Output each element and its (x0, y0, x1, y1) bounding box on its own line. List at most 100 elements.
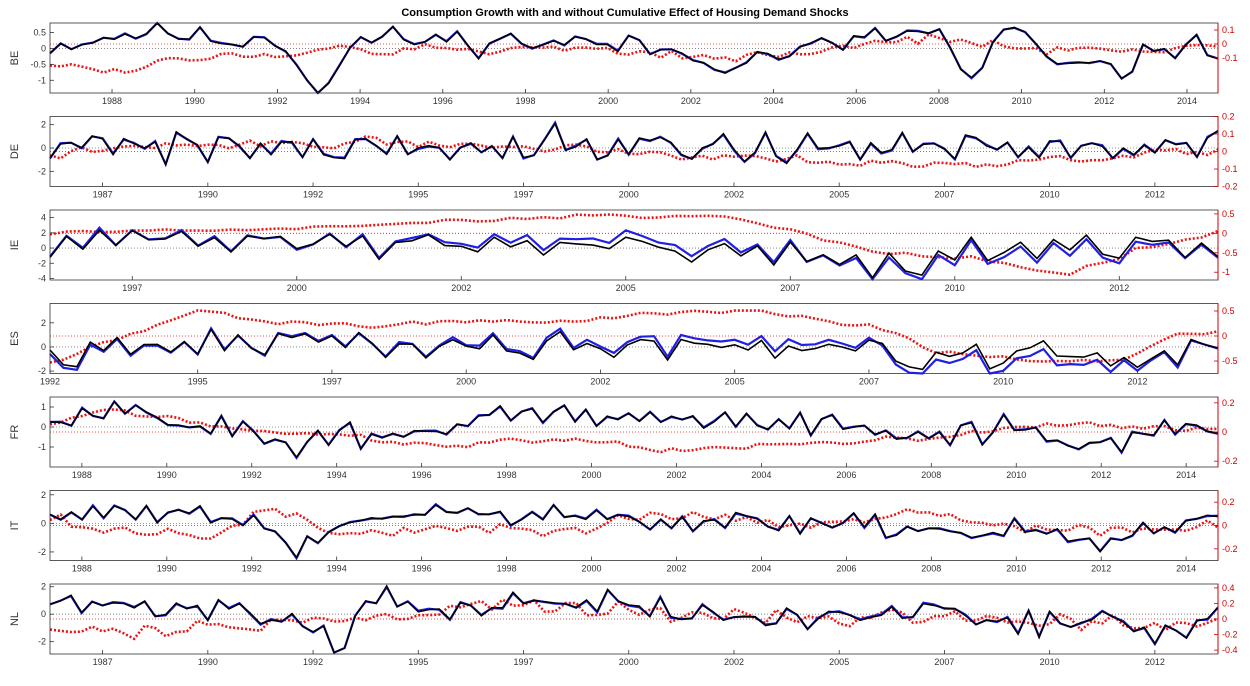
xtick-label: 1996 (412, 470, 432, 480)
xtick-label: 2002 (724, 190, 744, 200)
xtick-label: 2004 (751, 470, 771, 480)
chart-title: Consumption Growth with and without Cumu… (401, 7, 848, 19)
ytick-right-label: 0.1 (1222, 25, 1235, 35)
xtick-label: 1997 (122, 283, 142, 293)
ytick-label: 0 (41, 243, 46, 253)
ytick-right-label: -0.2 (1222, 544, 1238, 554)
ytick-label: 2 (41, 120, 46, 130)
ylabel-fr: FR (9, 425, 21, 440)
series-black-de (49, 121, 1219, 167)
xtick-label: 2010 (1040, 190, 1060, 200)
ytick-right-label: -0.5 (1222, 248, 1238, 258)
ytick-right-label: 0.4 (1222, 583, 1235, 593)
ytick-label: -2 (38, 637, 46, 647)
xtick-label: 2004 (751, 564, 771, 574)
plot-frame (49, 490, 1219, 561)
xtick-label: 2000 (582, 470, 602, 480)
series-black-nl (49, 584, 1219, 654)
ytick-label: 2 (41, 582, 46, 592)
xtick-label: 2005 (829, 657, 849, 667)
xtick-label: 2002 (666, 564, 686, 574)
ylabel-it: IT (9, 520, 21, 530)
xtick-label: 1998 (497, 564, 517, 574)
xtick-label: 1992 (242, 470, 262, 480)
ytick-right-label: -0.5 (1222, 356, 1238, 366)
ytick-right-label: 0 (1222, 39, 1227, 49)
xtick-label: 2005 (616, 283, 636, 293)
series-red-es (49, 309, 1219, 364)
panel-be: -1 -0.5 0 0.5 -0.1 0 0.1 1988 1990 1992 1994 1996 19… (9, 21, 1238, 106)
ytick-label: 4 (41, 213, 46, 223)
series-black-fr (49, 400, 1219, 459)
ytick-label: 0.5 (33, 28, 46, 38)
xtick-label: 1994 (350, 96, 370, 106)
xtick-label: 1997 (322, 377, 342, 387)
ytick-right-label: -0.2 (1222, 630, 1238, 640)
ylabel-ie: IE (9, 240, 21, 250)
ytick-label: -2 (38, 258, 46, 268)
series-black-ie (49, 229, 1219, 280)
xtick-label: 1992 (267, 96, 287, 106)
ytick-label: 0 (41, 143, 46, 153)
xtick-label: 2000 (456, 377, 476, 387)
series-blue-ie (49, 226, 1219, 282)
series-blue-be (49, 21, 1219, 95)
xtick-label: 2002 (451, 283, 471, 293)
ytick-right-label: 0 (1222, 614, 1227, 624)
ytick-label: 0 (41, 43, 46, 53)
xtick-label: 1992 (303, 190, 323, 200)
xtick-label: 2012 (1145, 657, 1165, 667)
ylabel-nl: NL (9, 612, 21, 626)
xtick-label: 1987 (93, 190, 113, 200)
ytick-right-label: 0 (1222, 521, 1227, 531)
xtick-label: 2006 (836, 564, 856, 574)
series-black-es (49, 327, 1219, 371)
xtick-label: 1996 (433, 96, 453, 106)
ytick-right-label: 0.2 (1222, 497, 1235, 507)
ytick-label: 2 (41, 318, 46, 328)
xtick-label: 1992 (40, 377, 60, 387)
series-black-it (49, 503, 1219, 560)
ytick-label: -2 (38, 166, 46, 176)
ytick-right-label: -1 (1222, 267, 1230, 277)
xtick-label: 1998 (515, 96, 535, 106)
xtick-label: 1990 (185, 96, 205, 106)
xtick-label: 2010 (1012, 96, 1032, 106)
ytick-label: 0 (41, 518, 46, 528)
ytick-right-label: 0.1 (1222, 129, 1235, 139)
xtick-label: 2012 (1091, 564, 1111, 574)
ytick-label: -0.5 (30, 59, 46, 69)
ytick-right-label: 0.5 (1222, 306, 1235, 316)
xtick-label: 2012 (1109, 283, 1129, 293)
xtick-label: 2012 (1091, 470, 1111, 480)
ytick-label: -2 (38, 547, 46, 557)
xtick-label: 2002 (681, 96, 701, 106)
ytick-label: 2 (41, 490, 46, 500)
ytick-right-label: 0 (1222, 427, 1227, 437)
xtick-label: 1992 (242, 564, 262, 574)
series-blue-nl (49, 584, 1219, 655)
ytick-right-label: 0.5 (1222, 209, 1235, 219)
ytick-label: -1 (38, 442, 46, 452)
xtick-label: 2010 (945, 283, 965, 293)
xtick-label: 1995 (408, 190, 428, 200)
xtick-label: 2000 (619, 657, 639, 667)
series-red-de (49, 135, 1219, 169)
xtick-label: 2002 (590, 377, 610, 387)
series-red-it (49, 507, 1219, 540)
xtick-label: 1988 (72, 470, 92, 480)
ytick-right-label: 0 (1222, 228, 1227, 238)
ytick-label: -2 (38, 366, 46, 376)
series-blue-fr (49, 399, 1219, 460)
xtick-label: 2007 (934, 190, 954, 200)
ylabel-be: BE (9, 51, 21, 66)
xtick-label: 2014 (1176, 564, 1196, 574)
ytick-right-label: 0 (1222, 147, 1227, 157)
xtick-label: 2002 (724, 657, 744, 667)
xtick-label: 1990 (157, 470, 177, 480)
xtick-label: 1992 (303, 657, 323, 667)
xtick-label: 1990 (157, 564, 177, 574)
xtick-label: 2012 (1094, 96, 1114, 106)
xtick-label: 2005 (829, 190, 849, 200)
